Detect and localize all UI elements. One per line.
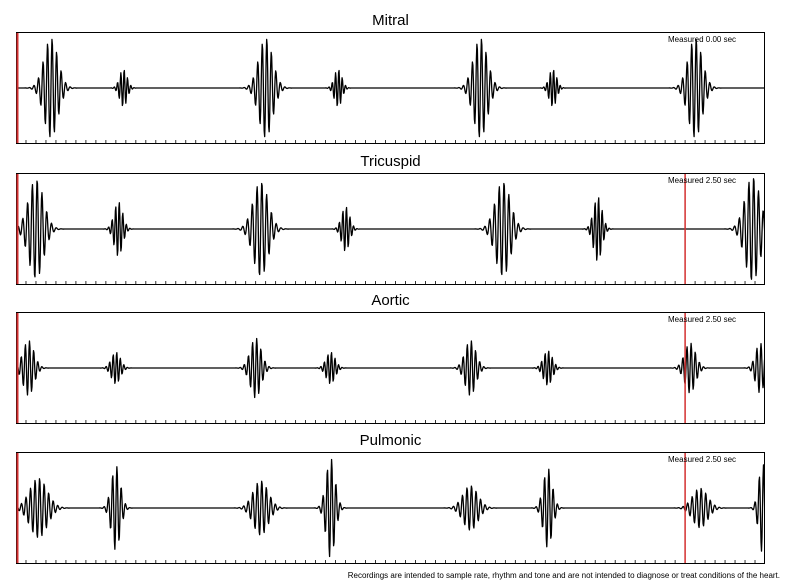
waveform-plot: Measured 0.00 sec	[16, 32, 765, 144]
waveform-trace	[16, 38, 765, 138]
waveform-trace	[16, 337, 765, 399]
waveform-plot: Measured 2.50 sec	[16, 312, 765, 424]
panel-title: Pulmonic	[359, 432, 422, 449]
tricuspid-panel: Tricuspid Measured 2.50 sec	[16, 153, 765, 285]
measured-label: Measured 0.00 sec	[668, 35, 736, 44]
waveform-plot: Measured 2.50 sec	[16, 452, 765, 564]
measured-label: Measured 2.50 sec	[668, 176, 736, 185]
measured-label: Measured 2.50 sec	[668, 315, 736, 324]
panel-title: Tricuspid	[360, 153, 421, 170]
waveform-trace	[16, 458, 765, 558]
waveform-trace	[16, 178, 765, 280]
aortic-panel: Aortic Measured 2.50 sec	[16, 292, 765, 424]
waveform-plot: Measured 2.50 sec	[16, 173, 765, 285]
pulmonic-panel: Pulmonic Measured 2.50 sec	[16, 432, 765, 564]
panel-title: Aortic	[371, 292, 410, 309]
panel-title: Mitral	[372, 12, 409, 29]
mitral-panel: Mitral Measured 0.00 sec	[16, 12, 765, 144]
disclaimer-footnote: Recordings are intended to sample rate, …	[347, 571, 780, 580]
measured-label: Measured 2.50 sec	[668, 455, 736, 464]
